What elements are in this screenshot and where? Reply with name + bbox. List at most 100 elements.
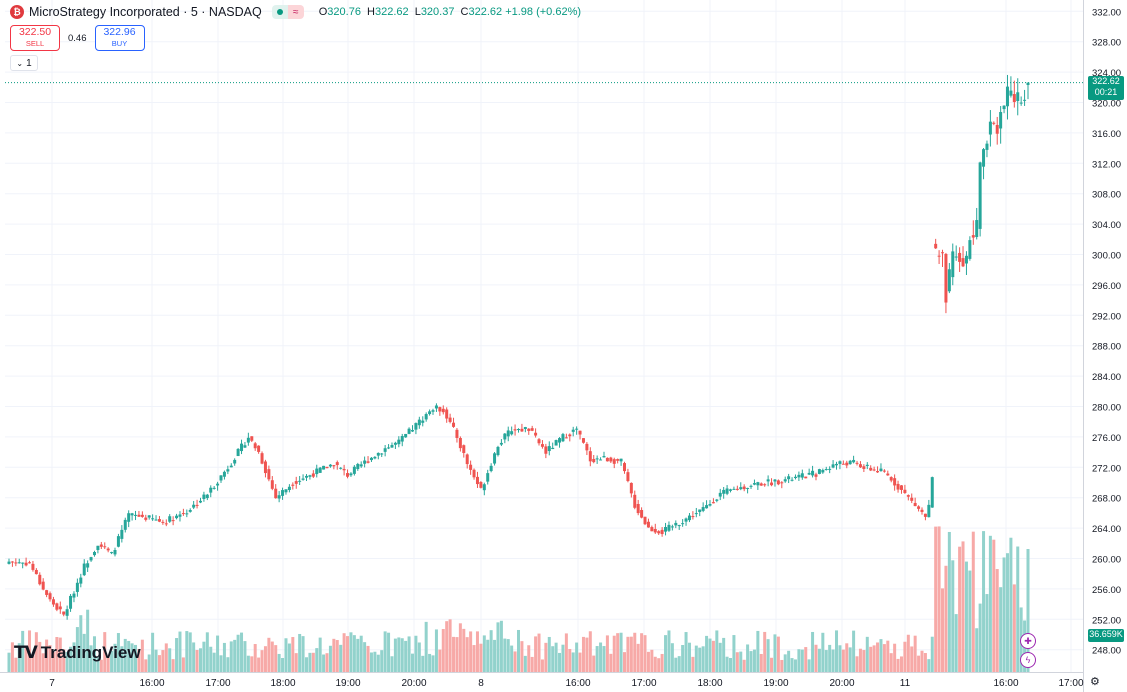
volume-bar [489,630,493,672]
volume-bar [236,634,240,672]
volume-bar [920,650,924,672]
volume-bar [554,642,558,672]
candle-body [657,531,661,534]
candle-body [455,429,459,438]
candle-body [677,525,681,527]
open-value: 320.76 [327,6,361,18]
volume-bar [58,637,62,672]
candle-body [51,599,55,605]
volume-bar [7,652,11,672]
candle-body [1019,102,1023,104]
volume-bar [763,631,767,672]
candle-body [250,436,254,441]
volume-bar [45,639,49,672]
volume-bar [667,630,671,672]
candle-body [787,476,791,480]
volume-bar [735,652,739,672]
candle-body [7,561,11,564]
volume-bar [958,546,962,672]
settings-gear-icon[interactable]: ⚙ [1090,676,1100,688]
candle-body [517,429,520,431]
volume-bar [14,657,18,672]
time-axis-label: 19:00 [763,678,788,689]
volume-bar [930,636,934,672]
volume-bar [882,644,886,672]
volume-bar [937,526,941,672]
price-axis-label: 284.00 [1092,372,1121,383]
candle-body [69,595,73,609]
volume-bar [722,637,726,672]
volume-bar [578,652,582,672]
buy-button[interactable]: 322.96 BUY [94,25,145,51]
candle-body [776,480,780,485]
candle-body [17,562,21,564]
volume-bar [941,588,945,672]
candle-body [899,485,903,490]
volume-bar [872,645,876,672]
volume-bar [188,632,192,672]
candle-body [222,471,226,477]
candle-body [923,513,927,517]
volume-bar [571,652,575,672]
approx-icon[interactable]: ≈ [287,5,304,19]
volume-bar [975,628,979,672]
candle-body [236,448,240,457]
volume-bar [664,635,668,672]
price-axis-label: 256.00 [1092,585,1121,596]
candle-body [45,590,49,595]
sell-button[interactable]: 322.50 SELL [10,25,60,51]
volume-bar [718,642,722,672]
volume-bar [947,531,951,672]
candle-body [612,459,616,464]
volume-bar [127,640,131,672]
time-axis-label: 18:00 [270,678,295,689]
market-status-icon[interactable] [271,5,288,19]
volume-bar [24,647,28,672]
candle-body [995,124,999,134]
candle-body [848,460,852,465]
volume-bar [581,636,585,672]
candle-body [988,121,992,135]
tradingview-logo[interactable]: TV TradingView [14,643,141,663]
lightning-icon[interactable]: ϟ [1020,652,1036,668]
volume-bar [339,644,343,672]
candle-body [390,445,394,448]
volume-bar [315,648,319,672]
candle-body [414,423,418,430]
volume-bar [568,648,572,672]
volume-bar [154,649,158,672]
volume-bar [257,657,261,672]
volume-bar [978,603,982,672]
tradingview-logo-icon: TV [14,643,38,663]
candle-body [113,550,117,555]
candle-body [287,486,291,491]
candle-body [906,495,910,497]
candle-body [793,476,797,479]
candle-body [161,521,165,523]
volume-bar [89,645,93,672]
volume-bar [858,648,862,672]
volume-bar [181,657,185,672]
candle-body [41,581,45,590]
volume-bar [670,643,674,672]
candle-body [886,473,890,476]
candle-body [267,469,271,480]
quantity-selector[interactable]: ⌄ 1 [10,55,38,71]
symbol-title[interactable]: MicroStrategy Incorporated · 5 · NASDAQ [29,5,262,19]
candle-body [410,430,414,432]
volume-bar [164,643,168,672]
candle-body [157,519,161,522]
candle-body [616,459,620,461]
price-axis-label: 260.00 [1092,555,1121,566]
candle-body [718,492,722,497]
candle-body [383,448,387,452]
volume-bar [304,657,308,672]
candle-body [523,427,527,429]
add-indicator-icon[interactable]: ✚ [1020,633,1036,649]
volume-bar [28,630,32,672]
volume-bar [821,632,825,672]
candle-body [876,471,880,473]
indicator-toggles[interactable]: ≈ [271,5,304,19]
candle-body [1023,99,1027,101]
